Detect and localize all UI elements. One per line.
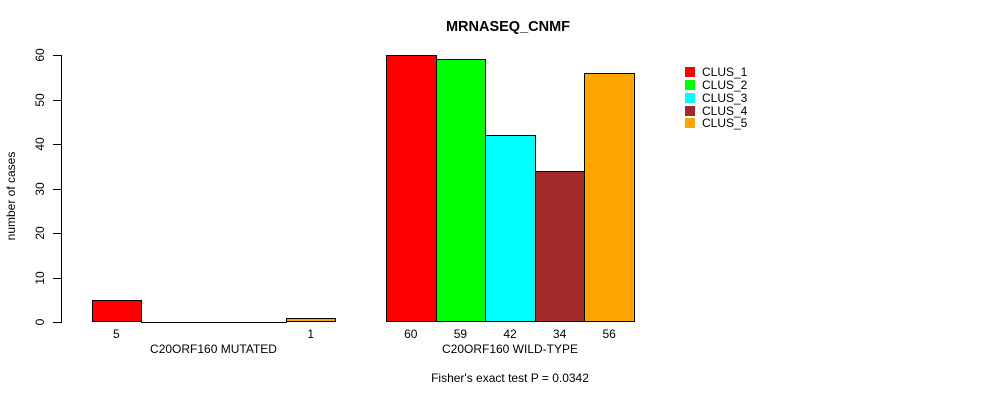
- y-tick-label: 40: [33, 137, 47, 151]
- y-tick: [53, 188, 61, 190]
- y-axis-title: number of cases: [4, 151, 18, 241]
- bar-clus_2: [435, 59, 487, 322]
- legend-swatch-icon: [685, 118, 695, 129]
- bar-clus_3-zero: [189, 322, 239, 323]
- y-tick-label: 20: [33, 226, 47, 240]
- y-tick-label: 0: [33, 318, 47, 326]
- legend-item-clus_5: CLUS_5: [685, 117, 747, 130]
- legend-label: CLUS_1: [702, 65, 748, 80]
- y-tick: [53, 233, 61, 234]
- y-tick-label: 60: [33, 48, 47, 62]
- bar-clus_4: [534, 170, 586, 322]
- bar-clus_3: [485, 135, 536, 322]
- y-tick: [53, 99, 61, 101]
- bar-clus_5: [584, 72, 635, 322]
- legend-swatch-icon: [685, 80, 695, 91]
- bar-clus_2-zero: [140, 322, 191, 323]
- legend-swatch-icon: [685, 92, 695, 103]
- legend-label: CLUS_5: [702, 116, 748, 131]
- legend-label: CLUS_2: [702, 78, 748, 93]
- y-axis-line: [61, 55, 62, 323]
- group-label: C20ORF160 MUTATED: [150, 342, 277, 356]
- y-tick: [53, 277, 61, 279]
- y-tick-label: 30: [33, 181, 47, 196]
- bar-clus_1: [92, 299, 142, 322]
- bar-value-label: 5: [112, 327, 120, 341]
- y-tick: [53, 144, 61, 145]
- y-tick: [53, 55, 61, 56]
- bar-value-label: 42: [503, 327, 517, 341]
- bar-value-label: 56: [602, 327, 616, 341]
- legend-item-clus_1: CLUS_1: [685, 66, 747, 79]
- legend-item-clus_2: CLUS_2: [685, 79, 747, 92]
- bar-clus_5: [286, 317, 336, 322]
- legend-swatch-icon: [685, 105, 695, 116]
- bar-value-label: 59: [453, 327, 468, 341]
- legend-item-clus_4: CLUS_4: [685, 104, 747, 117]
- chart-title: MRNASEQ_CNMF: [445, 19, 571, 35]
- legend-label: CLUS_4: [702, 103, 748, 118]
- y-tick-label: 50: [33, 92, 47, 107]
- bar-value-label: 60: [404, 327, 418, 341]
- bar-clus_1: [386, 55, 437, 322]
- bar-value-label: 34: [552, 327, 567, 341]
- legend-item-clus_3: CLUS_3: [685, 92, 747, 105]
- bar-value-label: 1: [307, 327, 315, 341]
- bar-clus_4-zero: [237, 322, 288, 323]
- fisher-test-annotation: Fisher's exact test P = 0.0342: [431, 371, 589, 385]
- legend-swatch-icon: [685, 67, 695, 78]
- y-tick-label: 10: [33, 270, 47, 285]
- group-label: C20ORF160 WILD-TYPE: [441, 342, 579, 356]
- y-tick: [53, 322, 61, 323]
- legend-label: CLUS_3: [702, 90, 748, 105]
- legend: CLUS_1 CLUS_2 CLUS_3 CLUS_4 CLUS_5: [685, 66, 747, 130]
